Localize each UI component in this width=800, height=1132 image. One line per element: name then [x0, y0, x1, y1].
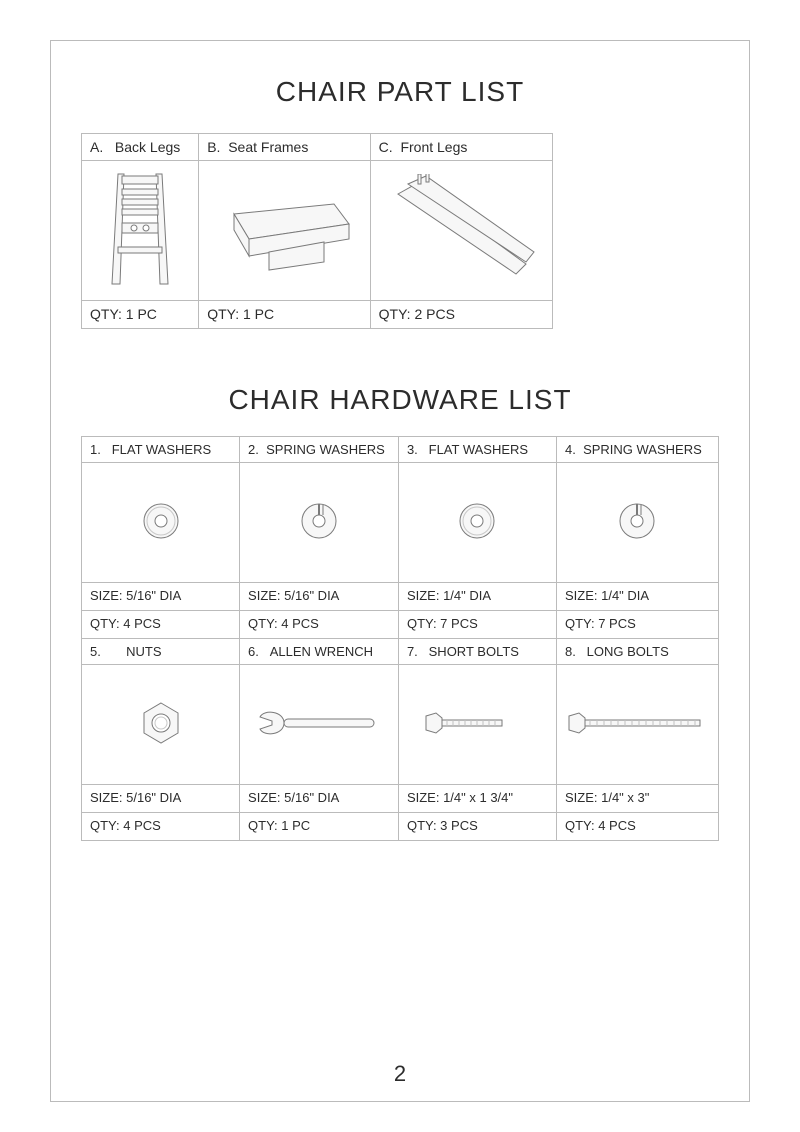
hw-label: 2. SPRING WASHERS [240, 437, 399, 463]
back-legs-icon [100, 169, 180, 289]
hw-qty: QTY: 3 PCS [398, 813, 556, 841]
hw-label: 5. NUTS [82, 639, 240, 665]
hw-label: 3. FLAT WASHERS [398, 437, 556, 463]
part-qty: QTY: 1 PC [199, 301, 370, 329]
hw-size: SIZE: 5/16" DIA [240, 785, 399, 813]
hw-size: SIZE: 1/4" x 3" [556, 785, 718, 813]
hw-image-cell [556, 665, 718, 785]
hw-qty: QTY: 4 PCS [82, 813, 240, 841]
hw-qty: QTY: 7 PCS [556, 611, 718, 639]
hw-qty: QTY: 4 PCS [556, 813, 718, 841]
hw-image-cell [82, 463, 240, 583]
wrench-icon [254, 703, 384, 743]
hardware-list-title: CHAIR HARDWARE LIST [81, 384, 719, 416]
part-qty: QTY: 1 PC [82, 301, 199, 329]
flat-washer-icon [452, 496, 502, 546]
short-bolt-icon [422, 708, 532, 738]
long-bolt-icon [565, 708, 710, 738]
part-label: A. Back Legs [82, 134, 199, 161]
hw-image-cell [398, 665, 556, 785]
part-image-cell [199, 161, 370, 301]
page-frame: CHAIR PART LIST A. Back Legs B. Seat Fra… [50, 40, 750, 1102]
part-label: B. Seat Frames [199, 134, 370, 161]
hw-size: SIZE: 1/4" DIA [398, 583, 556, 611]
seat-frame-icon [214, 184, 354, 274]
spring-washer-icon [612, 496, 662, 546]
hw-image-cell [240, 665, 399, 785]
part-label: C. Front Legs [370, 134, 552, 161]
hw-size: SIZE: 5/16" DIA [82, 583, 240, 611]
hardware-table: 1. FLAT WASHERS 2. SPRING WASHERS 3. FLA… [81, 436, 719, 841]
spring-washer-icon [294, 496, 344, 546]
front-legs-icon [386, 174, 536, 284]
part-qty: QTY: 2 PCS [370, 301, 552, 329]
hw-qty: QTY: 1 PC [240, 813, 399, 841]
hw-image-cell [556, 463, 718, 583]
part-image-cell [82, 161, 199, 301]
hw-qty: QTY: 4 PCS [82, 611, 240, 639]
hw-image-cell [398, 463, 556, 583]
hw-size: SIZE: 1/4" DIA [556, 583, 718, 611]
hw-label: 6. ALLEN WRENCH [240, 639, 399, 665]
page-number: 2 [51, 1061, 749, 1087]
hw-image-cell [240, 463, 399, 583]
flat-washer-icon [136, 496, 186, 546]
parts-table: A. Back Legs B. Seat Frames C. Front Leg… [81, 133, 553, 329]
hw-qty: QTY: 7 PCS [398, 611, 556, 639]
nut-icon [135, 697, 187, 749]
hw-label: 4. SPRING WASHERS [556, 437, 718, 463]
page: CHAIR PART LIST A. Back Legs B. Seat Fra… [0, 0, 800, 1132]
hw-label: 8. LONG BOLTS [556, 639, 718, 665]
hw-label: 1. FLAT WASHERS [82, 437, 240, 463]
hw-size: SIZE: 1/4" x 1 3/4" [398, 785, 556, 813]
part-list-title: CHAIR PART LIST [81, 76, 719, 108]
part-image-cell [370, 161, 552, 301]
hw-image-cell [82, 665, 240, 785]
hw-size: SIZE: 5/16" DIA [82, 785, 240, 813]
hw-size: SIZE: 5/16" DIA [240, 583, 399, 611]
hw-qty: QTY: 4 PCS [240, 611, 399, 639]
hw-label: 7. SHORT BOLTS [398, 639, 556, 665]
